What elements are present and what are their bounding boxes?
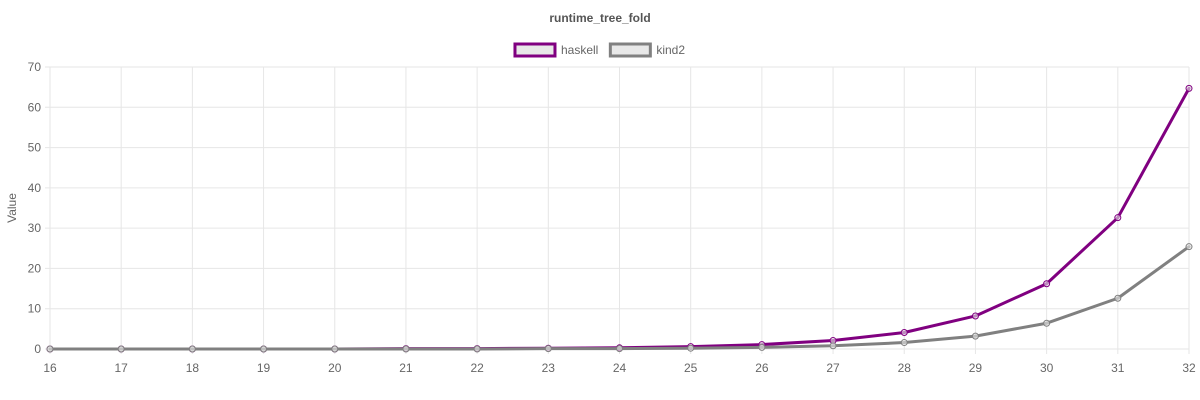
data-point[interactable] [1114,214,1122,222]
data-point[interactable] [829,342,837,350]
legend: haskell kind2 [513,42,685,58]
chart-title: runtime_tree_fold [549,11,650,25]
x-tick-label: 23 [542,361,556,375]
x-tick-label: 20 [328,361,342,375]
y-axis-title: Value [5,193,19,223]
data-point[interactable] [900,328,908,336]
x-tick-label: 17 [115,361,129,375]
y-tick-label: 50 [28,141,42,155]
x-tick-label: 16 [43,361,57,375]
data-point[interactable] [1043,280,1051,288]
data-point[interactable] [1185,84,1193,92]
x-tick-label: 29 [969,361,983,375]
legend-swatch [608,42,652,58]
x-tick-label: 26 [755,361,769,375]
data-point[interactable] [1043,319,1051,327]
x-tick-label: 27 [826,361,840,375]
legend-swatch [513,42,557,58]
grid [45,66,1190,354]
y-tick-label: 70 [28,60,42,74]
data-point[interactable] [402,345,410,353]
legend-item-kind2[interactable]: kind2 [608,42,685,58]
x-tick-label: 25 [684,361,698,375]
x-tick-label: 31 [1111,361,1125,375]
series-kind2 [46,243,1193,353]
data-point[interactable] [971,312,979,320]
data-point[interactable] [900,339,908,347]
data-point[interactable] [616,345,623,353]
y-tick-label: 0 [34,342,41,356]
legend-item-haskell[interactable]: haskell [513,42,598,58]
x-tick-label: 24 [613,361,627,375]
y-tick-label: 40 [28,181,42,195]
x-tick-label: 22 [470,361,484,375]
x-tick-label: 19 [257,361,271,375]
data-point[interactable] [260,345,268,353]
data-point[interactable] [758,343,766,351]
data-point[interactable] [971,332,979,340]
x-tick-label: 30 [1040,361,1054,375]
series-layer [46,84,1193,353]
data-point[interactable] [46,345,54,353]
y-tick-label: 10 [28,302,42,316]
x-tick-label: 28 [898,361,912,375]
data-point[interactable] [1185,243,1193,251]
y-tick-label: 60 [28,100,42,114]
legend-label: haskell [561,43,598,57]
data-point[interactable] [331,345,339,353]
data-point[interactable] [1114,294,1122,302]
data-point[interactable] [188,345,196,353]
data-point[interactable] [473,345,481,353]
x-tick-label: 21 [399,361,413,375]
data-point[interactable] [687,344,695,352]
axes: 0 10 20 30 40 50 60 70 16 17 18 19 20 21 22 23 24 25 26 27 2… [28,60,1196,375]
y-tick-label: 30 [28,221,42,235]
data-point[interactable] [544,345,552,353]
legend-label: kind2 [656,43,685,57]
x-tick-label: 18 [186,361,200,375]
y-tick-label: 20 [28,261,42,275]
x-tick-label: 32 [1182,361,1196,375]
data-point[interactable] [117,345,125,353]
